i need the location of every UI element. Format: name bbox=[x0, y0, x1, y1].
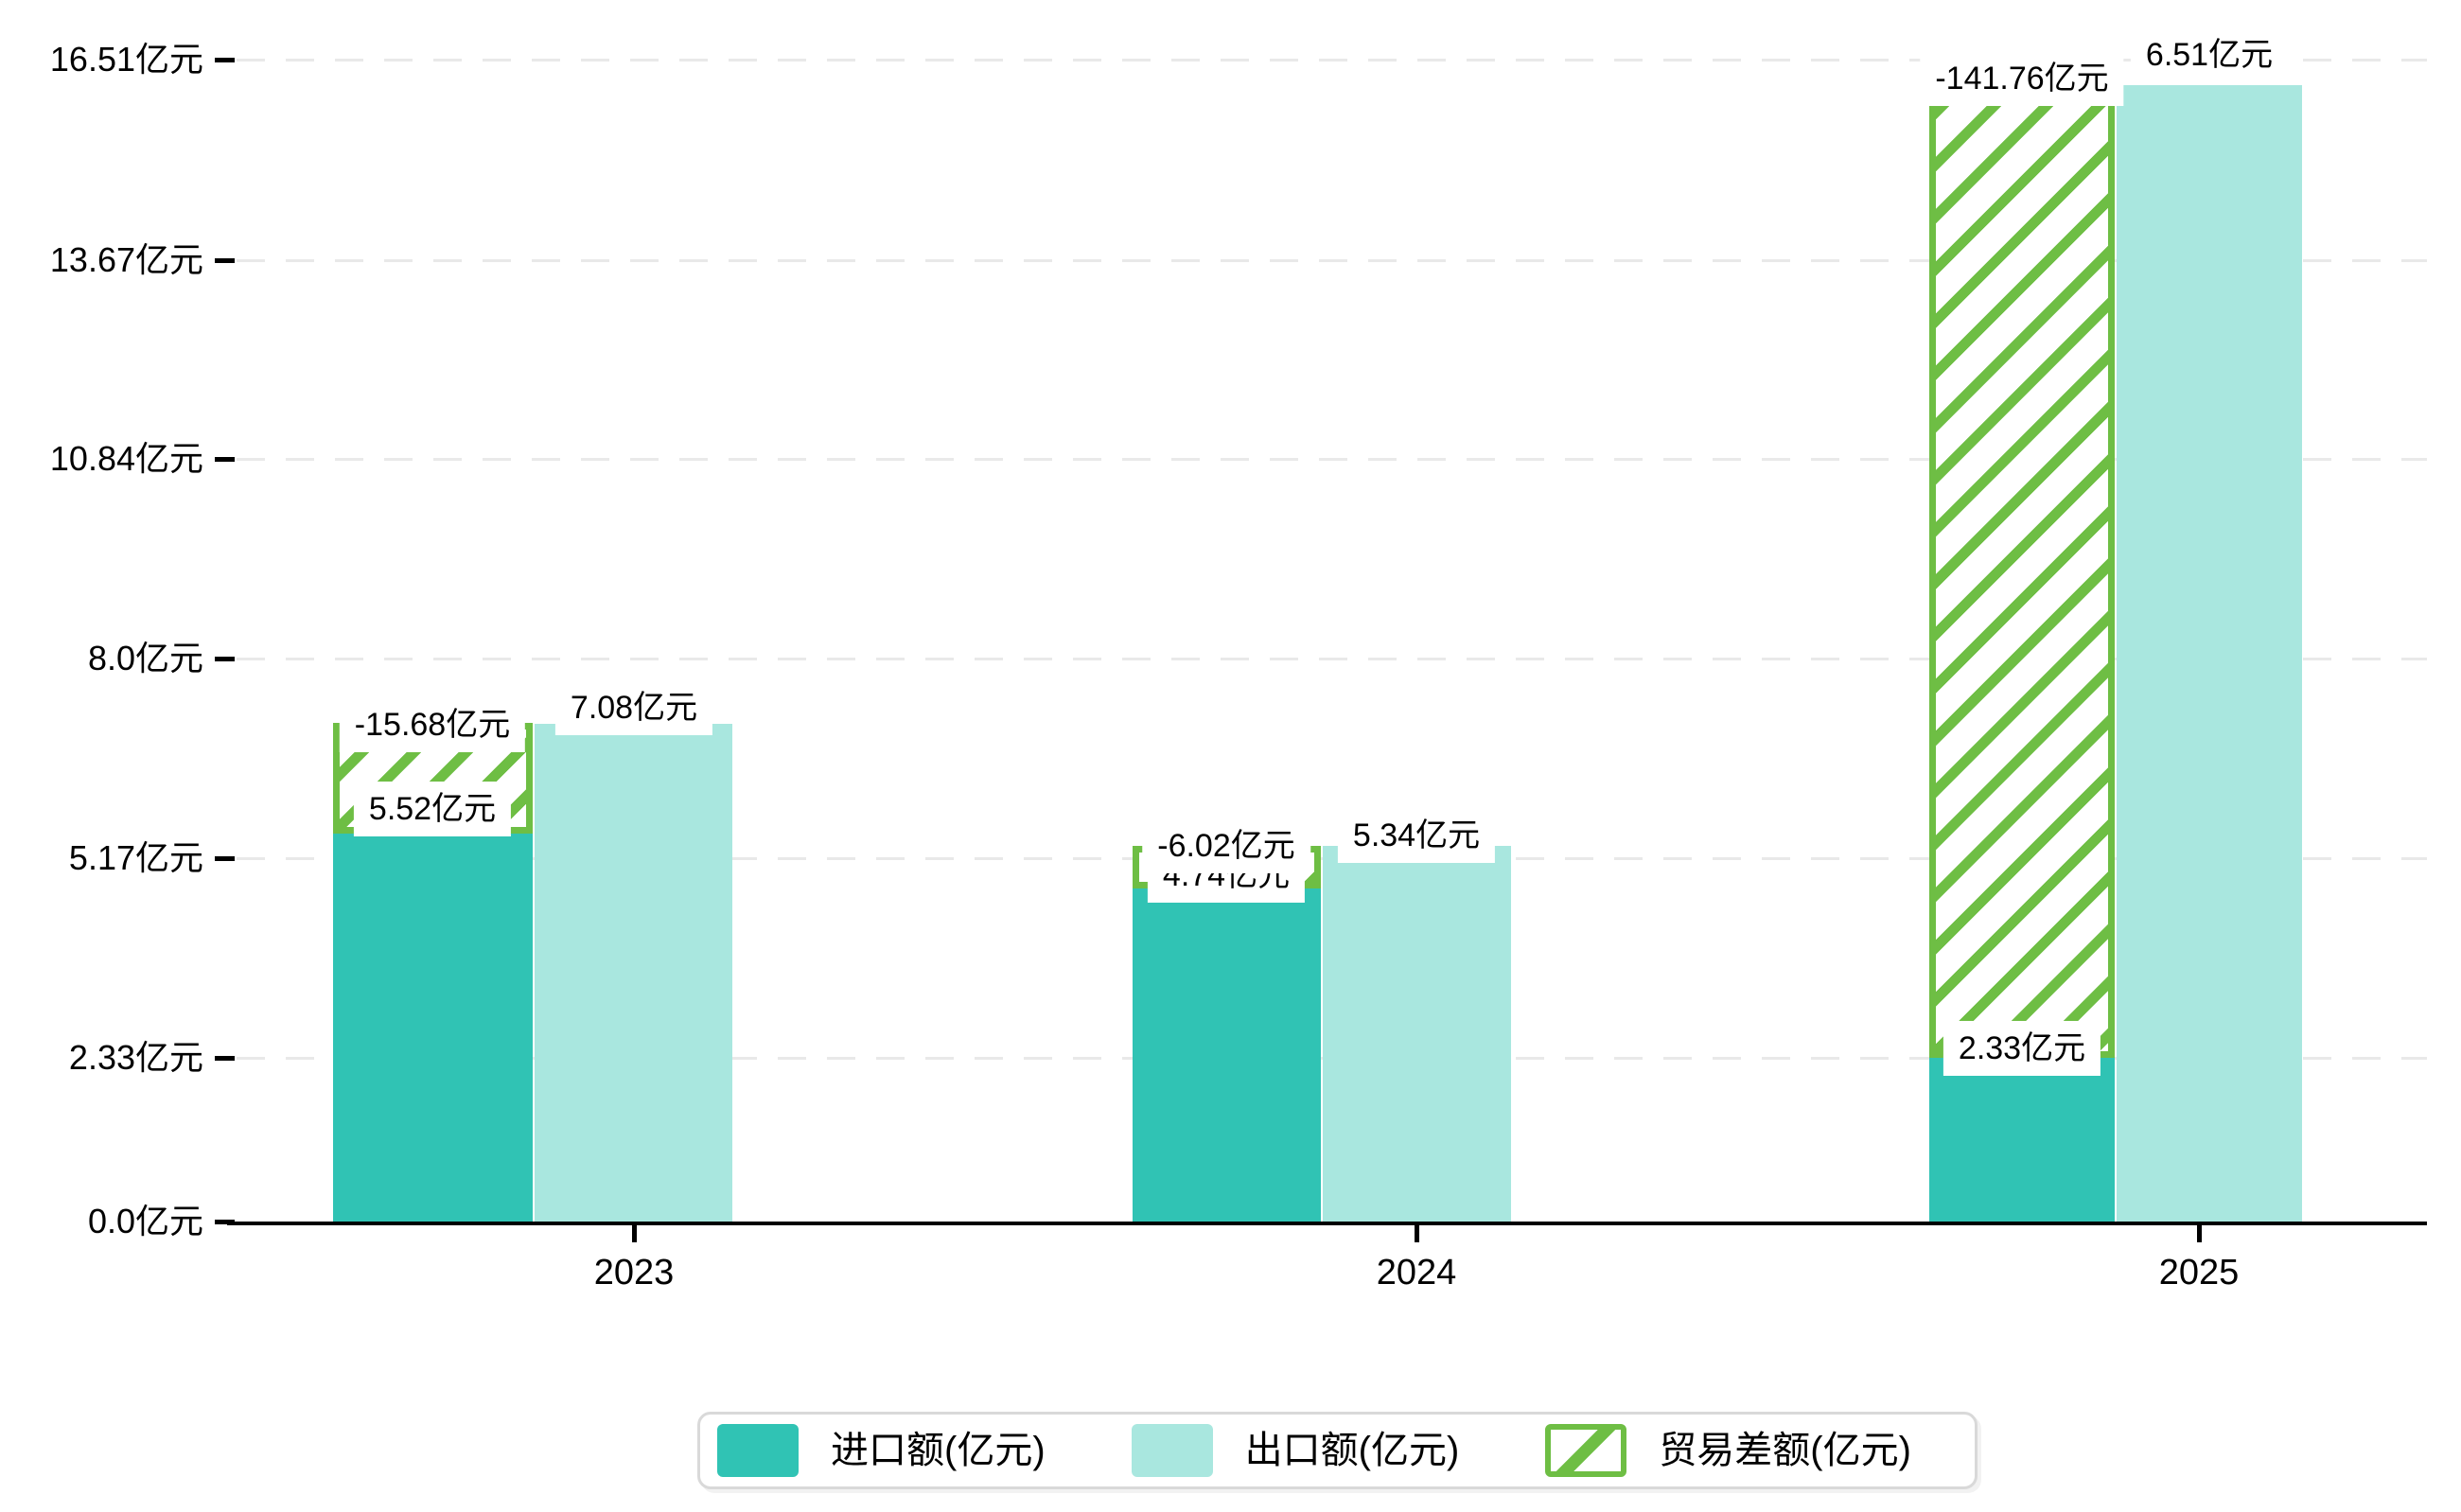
import-solid-swatch bbox=[717, 1424, 799, 1477]
import-bar[interactable] bbox=[1133, 888, 1321, 1222]
legend-item-label: 出口额(亿元) bbox=[1244, 1430, 1460, 1471]
export-value-label: 5.34亿元 bbox=[1337, 808, 1496, 863]
x-axis-tick-mark bbox=[2197, 1225, 2202, 1242]
legend-item-label: 进口额(亿元) bbox=[831, 1430, 1046, 1471]
y-axis-tick-mark bbox=[215, 258, 235, 263]
export-bar[interactable] bbox=[2117, 85, 2302, 1222]
y-axis-tick-mark bbox=[215, 657, 235, 661]
import-bar[interactable] bbox=[333, 834, 533, 1222]
import-bar[interactable] bbox=[1929, 1058, 2115, 1222]
y-axis-tick-mark bbox=[215, 856, 235, 861]
x-axis-category-label: 2025 bbox=[2158, 1253, 2240, 1292]
y-axis-tick-label: 8.0亿元 bbox=[87, 639, 203, 677]
chart-legend: 进口额(亿元) 出口额(亿元) 贸易差额(亿元) bbox=[697, 1412, 1978, 1489]
y-axis-tick-label: 16.51亿元 bbox=[49, 40, 203, 79]
import-value-label: 5.52亿元 bbox=[353, 782, 512, 836]
legend-item-export[interactable]: 出口额(亿元) bbox=[1131, 1424, 1460, 1477]
x-axis-tick-mark bbox=[1415, 1225, 1419, 1242]
legend-item-import[interactable]: 进口额(亿元) bbox=[717, 1424, 1046, 1477]
trade-balance-bar[interactable] bbox=[1929, 61, 2115, 1058]
x-axis-category-label: 2024 bbox=[1376, 1253, 1457, 1292]
gridline bbox=[237, 259, 2427, 262]
legend-item-label: 贸易差额(亿元) bbox=[1659, 1430, 1911, 1471]
balance-value-label: -141.76亿元 bbox=[1920, 51, 2124, 106]
export-value-label: 6.51亿元 bbox=[2130, 27, 2289, 82]
export-bar[interactable] bbox=[535, 724, 732, 1222]
balance-value-label: -15.68亿元 bbox=[339, 697, 526, 752]
y-axis-tick-mark bbox=[215, 1056, 235, 1061]
y-axis-tick-mark bbox=[215, 58, 235, 62]
legend-item-balance[interactable]: 贸易差额(亿元) bbox=[1545, 1424, 1911, 1477]
balance-hatched-swatch bbox=[1545, 1424, 1627, 1477]
gridline bbox=[237, 458, 2427, 461]
import-value-label: 2.33亿元 bbox=[1942, 1021, 2101, 1076]
export-value-label: 7.08亿元 bbox=[554, 680, 713, 735]
y-axis-tick-mark bbox=[215, 457, 235, 462]
gridline bbox=[237, 658, 2427, 660]
y-axis-tick-label: 2.33亿元 bbox=[68, 1038, 203, 1077]
export-bar[interactable] bbox=[1323, 846, 1511, 1222]
balance-value-label: -6.02亿元 bbox=[1142, 818, 1310, 873]
export-solid-swatch bbox=[1131, 1424, 1213, 1477]
y-axis-tick-label: 10.84亿元 bbox=[49, 439, 203, 478]
y-axis-tick-label: 0.0亿元 bbox=[87, 1202, 203, 1240]
gridline bbox=[237, 59, 2427, 62]
y-axis-tick-label: 5.17亿元 bbox=[68, 838, 203, 877]
y-axis-tick-mark bbox=[215, 1220, 235, 1224]
x-axis-category-label: 2023 bbox=[593, 1253, 675, 1292]
x-axis-line bbox=[227, 1222, 2427, 1225]
x-axis-tick-mark bbox=[632, 1225, 637, 1242]
y-axis-tick-label: 13.67亿元 bbox=[49, 240, 203, 279]
